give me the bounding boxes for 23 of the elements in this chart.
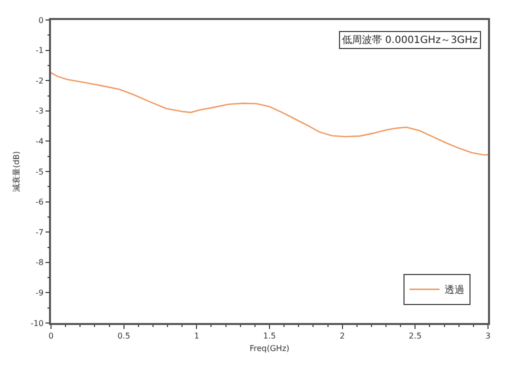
x-tick-label: 3: [485, 331, 491, 340]
y-tick-label: -7: [36, 228, 44, 237]
y-tick-label: -3: [36, 106, 44, 116]
y-tick-label: -8: [36, 258, 44, 268]
line-series: [51, 72, 488, 156]
x-tick-label: 1.5: [263, 331, 276, 340]
y-tick-label: -1: [36, 46, 44, 56]
y-tick-label: -10: [30, 318, 44, 328]
y-tick-label: -2: [36, 76, 44, 86]
y-axis-title: 減衰量(dB): [12, 151, 21, 192]
annotation: 低周波帯 0.0001GHz～3GHz: [342, 34, 478, 46]
y-tick-label: 0: [38, 16, 44, 25]
x-tick-label: 0.5: [117, 331, 130, 340]
x-axis-title: Freq(GHz): [250, 344, 290, 353]
y-tick-label: -5: [36, 167, 44, 176]
x-tick-label: 1: [194, 331, 200, 340]
x-tick-label: 2.5: [408, 331, 422, 340]
y-tick-label: -4: [36, 137, 44, 146]
x-tick-label: 0: [48, 331, 54, 340]
legend-label: 透過: [444, 284, 465, 296]
y-tick-label: -6: [36, 198, 44, 207]
x-tick-label: 2: [340, 331, 345, 340]
y-tick-label: -9: [36, 288, 44, 298]
